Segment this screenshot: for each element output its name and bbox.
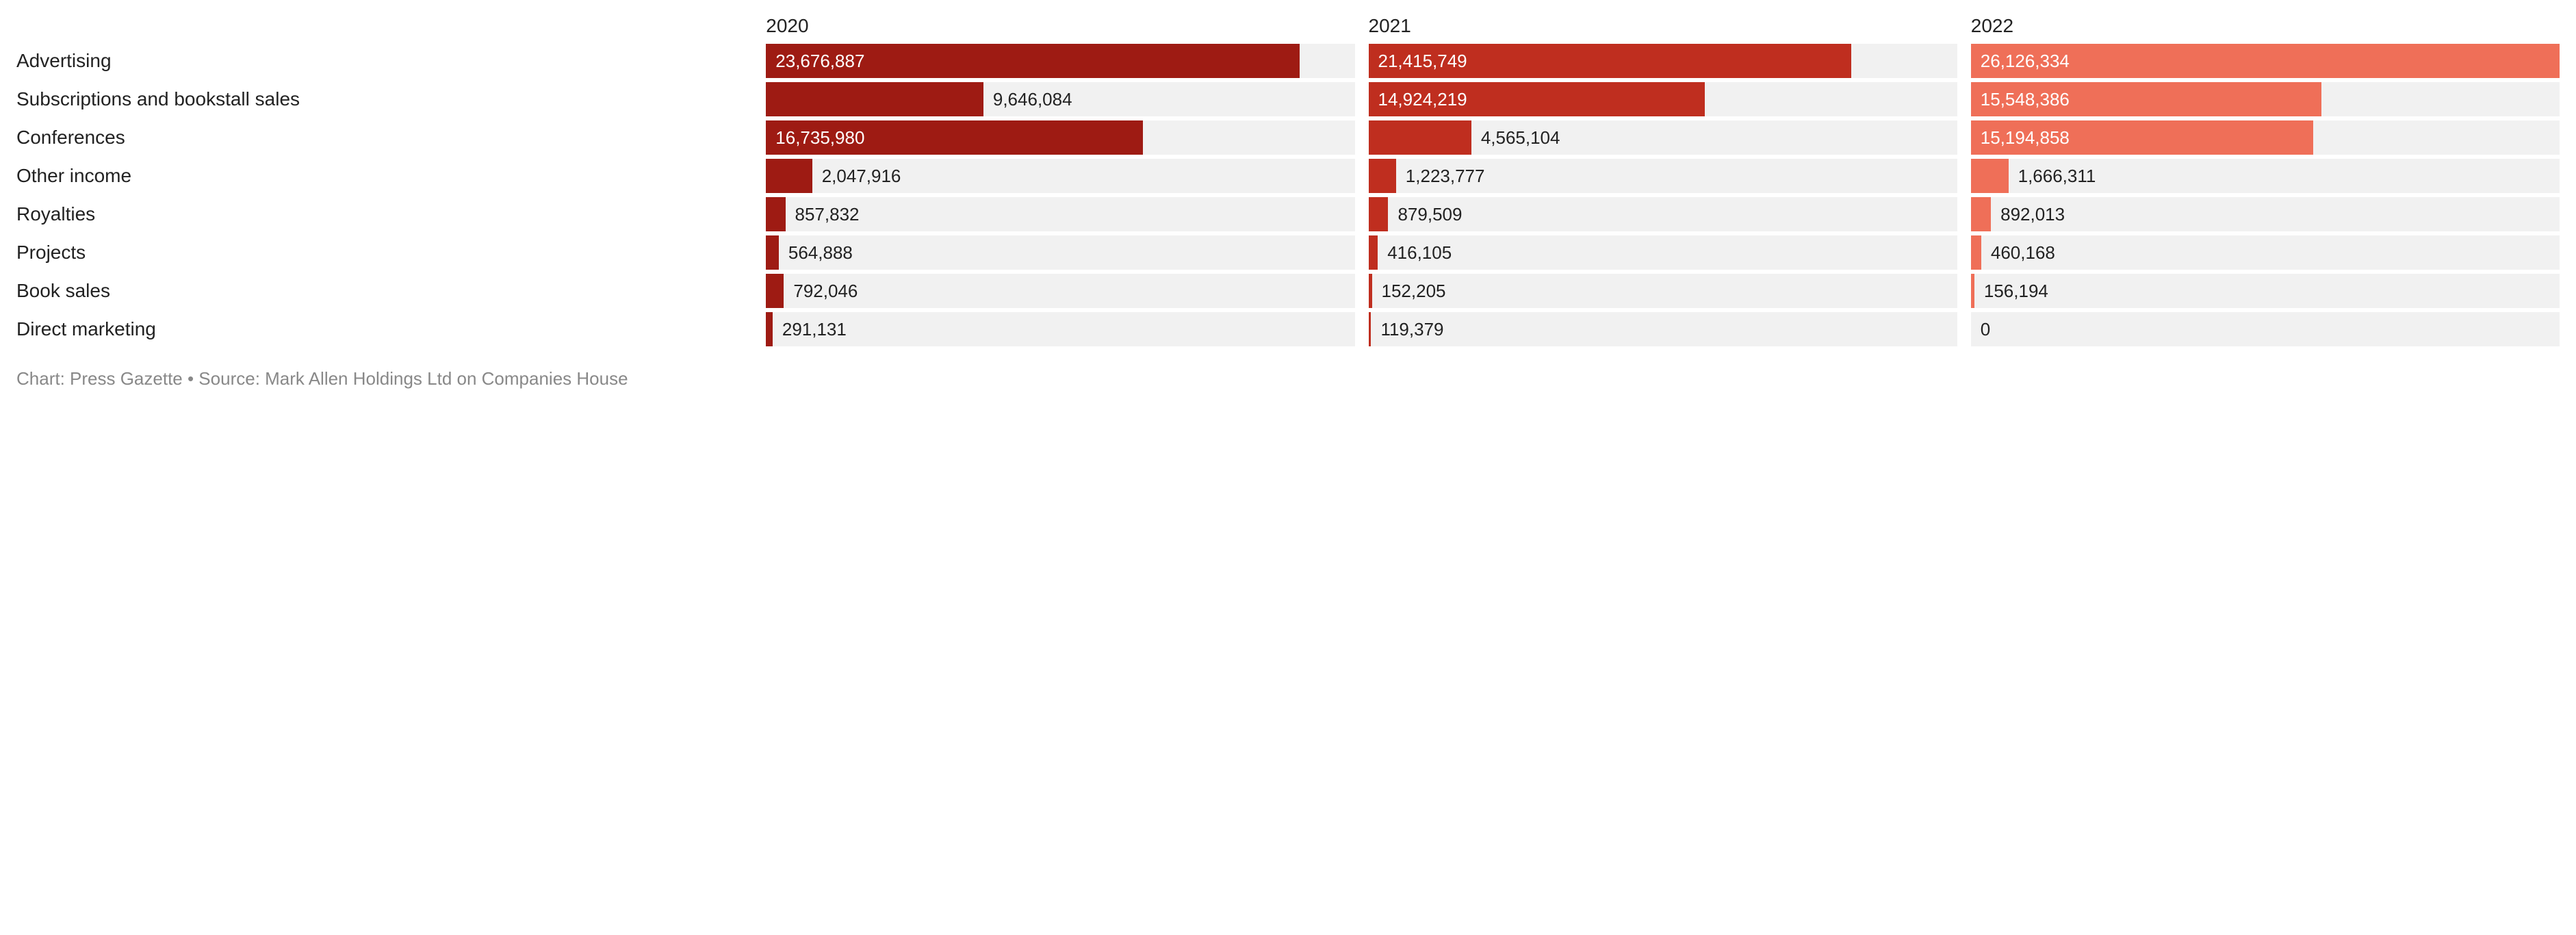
bar-value-label: 26,126,334 bbox=[1971, 44, 2079, 78]
category-label-text: Other income bbox=[16, 165, 131, 187]
bar-value-label: 21,415,749 bbox=[1369, 44, 1477, 78]
bar-cell: 4,565,104 bbox=[1369, 120, 1957, 155]
category-label: Other income bbox=[16, 159, 752, 193]
column-header-label: 2020 bbox=[766, 15, 808, 37]
bar-fill bbox=[766, 159, 812, 193]
category-label: Conferences bbox=[16, 120, 752, 155]
bar-track bbox=[1971, 312, 2560, 346]
category-label-text: Conferences bbox=[16, 127, 125, 149]
column-header-label: 2021 bbox=[1369, 15, 1411, 37]
bar-fill bbox=[766, 274, 784, 308]
bar-cell: 119,379 bbox=[1369, 312, 1957, 346]
bar-fill bbox=[766, 197, 785, 231]
bar-cell: 892,013 bbox=[1971, 197, 2560, 231]
bar-value-label: 892,013 bbox=[1991, 197, 2074, 231]
column-header: 2020 bbox=[766, 14, 1354, 44]
category-label-text: Royalties bbox=[16, 203, 95, 225]
chart-footer: Chart: Press Gazette • Source: Mark Alle… bbox=[16, 368, 2560, 389]
bar-value-label: 152,205 bbox=[1372, 274, 1456, 308]
bar-fill bbox=[1369, 120, 1471, 155]
bar-cell: 21,415,749 bbox=[1369, 44, 1957, 78]
bar-cell: 1,223,777 bbox=[1369, 159, 1957, 193]
column-header-label: 2022 bbox=[1971, 15, 2013, 37]
bar-cell: 416,105 bbox=[1369, 235, 1957, 270]
bar-value-label: 564,888 bbox=[779, 235, 862, 270]
category-label-text: Projects bbox=[16, 242, 86, 264]
bar-cell: 564,888 bbox=[766, 235, 1354, 270]
bar-value-label: 1,666,311 bbox=[2009, 159, 2106, 193]
bar-track bbox=[1369, 312, 1957, 346]
bar-value-label: 792,046 bbox=[784, 274, 867, 308]
bar-value-label: 15,194,858 bbox=[1971, 120, 2079, 155]
bar-fill bbox=[1971, 235, 1981, 270]
bar-cell: 23,676,887 bbox=[766, 44, 1354, 78]
bar-cell: 879,509 bbox=[1369, 197, 1957, 231]
bar-cell: 460,168 bbox=[1971, 235, 2560, 270]
bar-value-label: 15,548,386 bbox=[1971, 82, 2079, 116]
bar-value-label: 9,646,084 bbox=[983, 82, 1082, 116]
bar-cell: 15,548,386 bbox=[1971, 82, 2560, 116]
bar-cell: 291,131 bbox=[766, 312, 1354, 346]
bar-value-label: 14,924,219 bbox=[1369, 82, 1477, 116]
category-label: Book sales bbox=[16, 274, 752, 308]
bar-value-label: 0 bbox=[1971, 312, 2000, 346]
bar-value-label: 291,131 bbox=[773, 312, 856, 346]
bar-track bbox=[1971, 274, 2560, 308]
category-label: Direct marketing bbox=[16, 312, 752, 346]
category-label-text: Direct marketing bbox=[16, 318, 156, 340]
chart-grid: 2020 2021 2022 Advertising Subscriptions and… bbox=[16, 14, 2560, 350]
category-label-text: Subscriptions and bookstall sales bbox=[16, 88, 300, 110]
bar-value-label: 416,105 bbox=[1378, 235, 1461, 270]
bar-cell: 15,194,858 bbox=[1971, 120, 2560, 155]
column-header: 2022 bbox=[1971, 14, 2560, 44]
bar-cell: 9,646,084 bbox=[766, 82, 1354, 116]
category-label-text: Advertising bbox=[16, 50, 112, 72]
chart-footer-text: Chart: Press Gazette • Source: Mark Alle… bbox=[16, 368, 628, 389]
bar-cell: 1,666,311 bbox=[1971, 159, 2560, 193]
bar-cell: 26,126,334 bbox=[1971, 44, 2560, 78]
bar-cell: 0 bbox=[1971, 312, 2560, 346]
bar-cell: 857,832 bbox=[766, 197, 1354, 231]
bar-fill bbox=[1369, 235, 1378, 270]
revenue-small-multiples-chart: 2020 2021 2022 Advertising Subscriptions and… bbox=[16, 14, 2560, 389]
bar-fill bbox=[766, 235, 779, 270]
category-label: Royalties bbox=[16, 197, 752, 231]
bar-value-label: 857,832 bbox=[786, 197, 869, 231]
bar-value-label: 460,168 bbox=[1981, 235, 2065, 270]
bar-track bbox=[1369, 274, 1957, 308]
bar-cell: 792,046 bbox=[766, 274, 1354, 308]
header-spacer bbox=[16, 14, 752, 44]
bar-value-label: 879,509 bbox=[1388, 197, 1471, 231]
bar-cell: 2,047,916 bbox=[766, 159, 1354, 193]
bar-cell: 156,194 bbox=[1971, 274, 2560, 308]
bar-value-label: 119,379 bbox=[1371, 312, 1453, 346]
category-label-text: Book sales bbox=[16, 280, 110, 302]
bar-value-label: 16,735,980 bbox=[766, 120, 874, 155]
bar-value-label: 2,047,916 bbox=[812, 159, 911, 193]
bar-value-label: 4,565,104 bbox=[1471, 120, 1570, 155]
bar-fill bbox=[1971, 197, 1991, 231]
bar-cell: 16,735,980 bbox=[766, 120, 1354, 155]
category-column: Advertising Subscriptions and bookstall s… bbox=[16, 44, 752, 350]
bar-fill bbox=[1369, 159, 1396, 193]
bar-cell: 14,924,219 bbox=[1369, 82, 1957, 116]
bar-fill bbox=[766, 82, 983, 116]
category-label: Advertising bbox=[16, 44, 752, 78]
category-label: Projects bbox=[16, 235, 752, 270]
series-column: 21,415,749 14,924,219 4,565,104 1,223,777 87… bbox=[1369, 44, 1957, 350]
bar-value-label: 23,676,887 bbox=[766, 44, 874, 78]
bar-fill bbox=[1971, 159, 2009, 193]
bar-value-label: 156,194 bbox=[1974, 274, 2058, 308]
series-column: 23,676,887 9,646,084 16,735,980 2,047,916 85… bbox=[766, 44, 1354, 350]
category-label: Subscriptions and bookstall sales bbox=[16, 82, 752, 116]
bar-value-label: 1,223,777 bbox=[1396, 159, 1495, 193]
bar-fill bbox=[1369, 197, 1389, 231]
bar-cell: 152,205 bbox=[1369, 274, 1957, 308]
series-column: 26,126,334 15,548,386 15,194,858 1,666,311 8… bbox=[1971, 44, 2560, 350]
column-header: 2021 bbox=[1369, 14, 1957, 44]
bar-fill bbox=[766, 312, 773, 346]
